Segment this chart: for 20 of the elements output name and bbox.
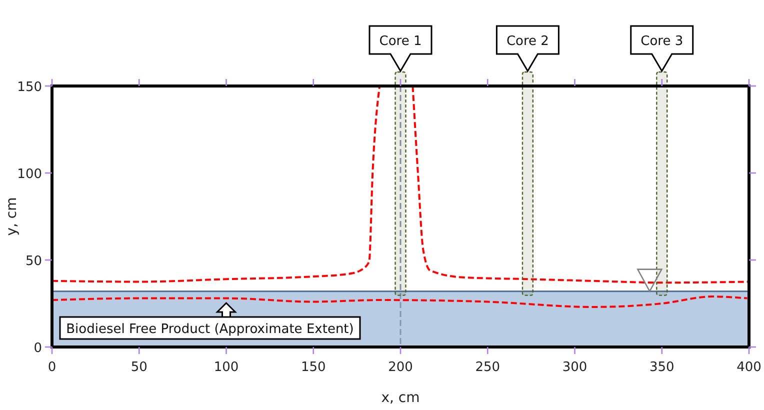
x-tick-label: 400 [736,360,762,375]
x-tick-label: 300 [562,360,588,375]
band-label: Biodiesel Free Product (Approximate Extent) [66,322,354,337]
band-label: Core 3 [640,34,684,49]
x-axis-title: x, cm [381,390,420,406]
x-tick-label: 100 [214,360,239,375]
band-label: Core 1 [379,34,422,49]
y-tick-label: 100 [17,167,42,182]
x-tick-label: 50 [130,360,148,375]
line-series [51,296,748,308]
x-tick-label: 350 [649,360,674,375]
x-tick-label: 150 [300,360,326,375]
y-tick-label: 150 [17,80,42,95]
y-tick-label: 0 [34,341,42,356]
x-tick-label: 0 [48,360,56,375]
x-tick-label: 200 [388,360,413,375]
x-tick-label: 250 [475,360,500,375]
y-axis-title: y, cm [4,197,20,236]
band-label: Core 2 [506,34,549,49]
y-tick-label: 50 [25,254,42,269]
